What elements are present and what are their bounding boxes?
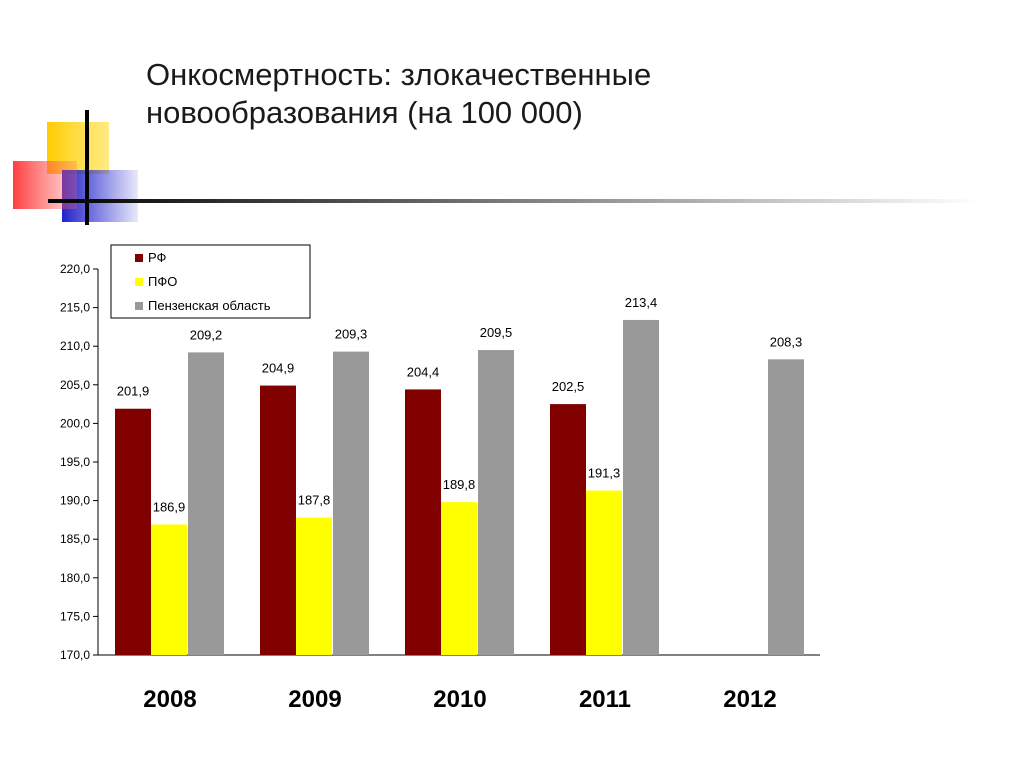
- data-label: 186,9: [153, 500, 186, 515]
- x-category-label: 2010: [433, 686, 486, 713]
- bar-rf: [550, 404, 586, 655]
- data-label: 209,5: [480, 325, 513, 340]
- data-label: 213,4: [625, 295, 658, 310]
- data-label: 187,8: [298, 493, 331, 508]
- bar-penza: [478, 350, 514, 655]
- data-label: 204,9: [262, 361, 295, 376]
- x-category-label: 2011: [579, 686, 631, 713]
- y-tick-label: 170,0: [60, 648, 90, 662]
- bar-penza: [623, 319, 659, 655]
- page-title-line-2: новообразования (на 100 000): [146, 95, 583, 130]
- y-tick-label: 190,0: [60, 494, 90, 508]
- bar-penza: [188, 352, 224, 655]
- y-tick-label: 220,0: [60, 262, 90, 276]
- data-label: 209,2: [190, 327, 223, 342]
- y-tick-label: 205,0: [60, 378, 90, 392]
- bar-rf: [405, 389, 441, 655]
- x-category-label: 2012: [723, 686, 776, 713]
- bar-pfo: [586, 490, 622, 655]
- legend-label: Пензенская область: [148, 298, 271, 313]
- y-tick-label: 215,0: [60, 301, 90, 315]
- data-label: 204,4: [407, 364, 440, 379]
- data-label: 191,3: [588, 466, 621, 481]
- y-tick-label: 210,0: [60, 339, 90, 353]
- data-label: 201,9: [117, 384, 150, 399]
- page-title: Онкосмертность: злокачественные новообра…: [146, 56, 846, 132]
- legend-box: [110, 244, 311, 319]
- legend-swatch: [135, 278, 143, 286]
- y-tick-label: 185,0: [60, 532, 90, 546]
- y-tick-label: 175,0: [60, 609, 90, 623]
- page-title-line-1: Онкосмертность: злокачественные: [146, 57, 652, 92]
- data-label: 208,3: [770, 334, 803, 349]
- x-category-label: 2009: [288, 686, 341, 713]
- legend-label: ПФО: [148, 274, 177, 289]
- y-tick-label: 195,0: [60, 455, 90, 469]
- bar-pfo: [441, 502, 477, 655]
- bar-pfo: [296, 517, 332, 655]
- legend-swatch: [135, 302, 143, 310]
- bar-rf: [115, 408, 151, 655]
- bar-pfo: [151, 524, 187, 655]
- bar-penza: [333, 351, 369, 655]
- x-category-label: 2008: [143, 686, 196, 713]
- legend-swatch: [135, 254, 143, 262]
- bar-rf: [260, 385, 296, 655]
- legend-label: РФ: [148, 250, 167, 265]
- y-tick-label: 180,0: [60, 571, 90, 585]
- y-tick-label: 200,0: [60, 416, 90, 430]
- bar-penza: [768, 359, 804, 655]
- data-label: 202,5: [552, 379, 585, 394]
- data-label: 189,8: [443, 477, 476, 492]
- data-label: 209,3: [335, 327, 368, 342]
